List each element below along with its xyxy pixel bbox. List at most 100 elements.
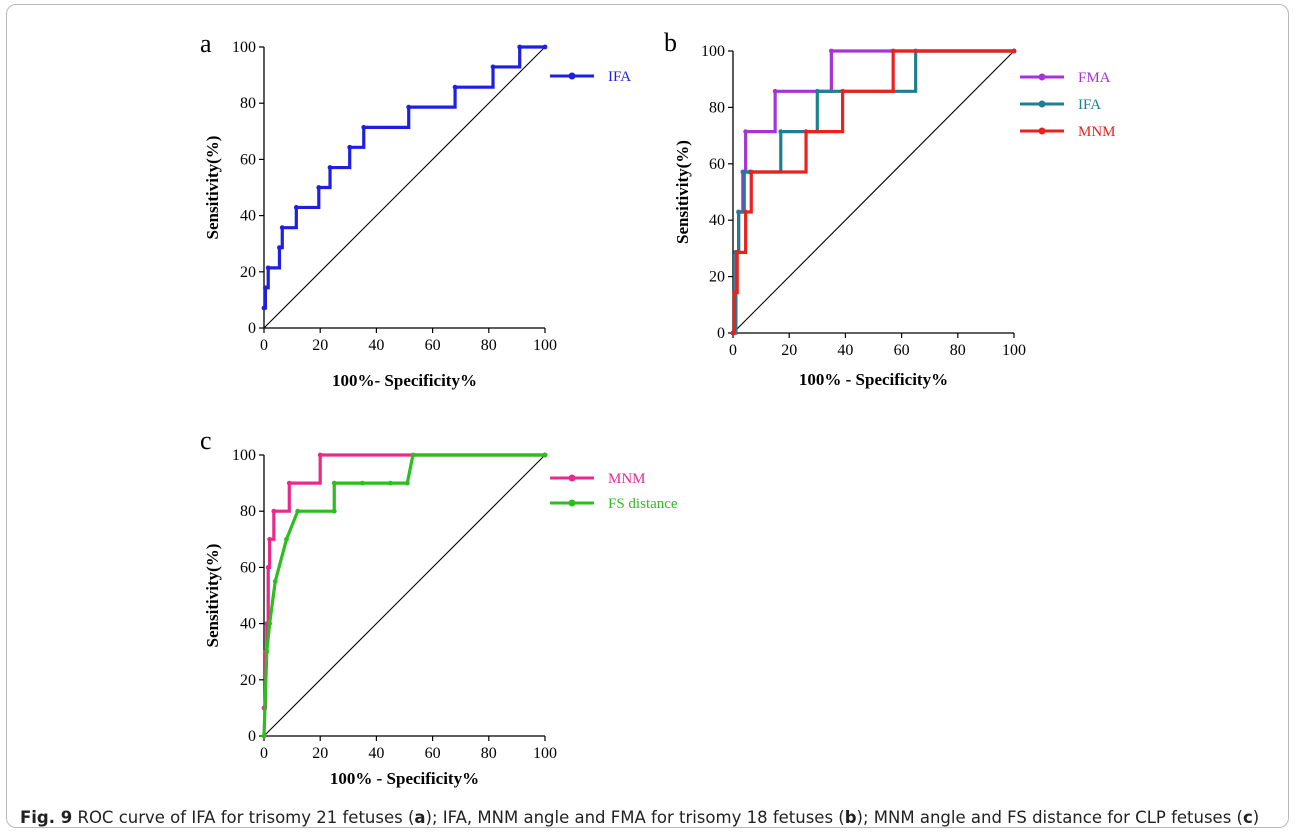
legend-item: IFA — [1020, 97, 1101, 113]
data-point — [316, 185, 322, 190]
caption-segment: c — [1243, 808, 1253, 827]
legend-marker — [568, 499, 576, 507]
data-point — [361, 124, 367, 130]
data-point — [286, 480, 292, 486]
y-tick-label: 0 — [248, 728, 256, 745]
legend-label: IFA — [608, 69, 631, 85]
y-tick-label: 0 — [248, 320, 256, 337]
data-point — [778, 129, 784, 135]
data-point — [490, 64, 496, 70]
series-line — [263, 453, 545, 710]
data-point — [267, 536, 273, 542]
figure-frame — [6, 4, 1289, 828]
data-point — [452, 84, 458, 90]
data-point — [265, 265, 271, 271]
legend-marker — [1038, 73, 1046, 81]
y-tick-label: 20 — [709, 269, 725, 286]
caption-text: ROC curve of IFA for trisomy 21 fetuses … — [77, 808, 1259, 827]
x-tick-label: 80 — [481, 745, 497, 762]
data-point — [734, 249, 740, 255]
series-ifa — [261, 44, 548, 311]
x-tick-label: 0 — [260, 745, 268, 762]
x-tick-label: 0 — [260, 337, 268, 354]
x-tick-label: 100 — [533, 337, 557, 354]
x-tick-label: 20 — [312, 337, 328, 354]
data-point — [410, 452, 416, 458]
data-point — [814, 88, 820, 94]
legend-marker — [1038, 127, 1046, 135]
x-tick-label: 20 — [312, 745, 328, 762]
caption-segment: ); IFA, MNM angle and FMA for trisomy 18… — [425, 808, 845, 827]
data-point — [743, 129, 749, 135]
x-tick-label: 60 — [425, 745, 441, 762]
data-point — [890, 48, 896, 54]
data-point — [1011, 48, 1017, 54]
y-tick-label: 100 — [232, 447, 256, 464]
legend-item: FS distance — [550, 496, 678, 512]
series-mnm — [261, 452, 548, 711]
data-point — [743, 209, 749, 215]
data-point — [542, 44, 548, 50]
x-tick-label: 20 — [781, 342, 797, 359]
y-tick-label: 60 — [240, 559, 256, 576]
y-tick-label: 40 — [240, 616, 256, 633]
series-fs-distance — [261, 452, 548, 739]
legend-item: MNM — [550, 471, 646, 487]
chart-panel-b: b 0 20 40 60 80 100 0 20 40 60 80 100 100% - Specific… — [664, 28, 1116, 389]
data-point — [277, 245, 282, 251]
data-point — [261, 733, 267, 739]
data-point — [295, 508, 301, 514]
y-tick-label: 40 — [709, 212, 725, 229]
data-point — [406, 104, 412, 110]
caption-segment: ) — [1252, 808, 1260, 827]
data-point — [331, 508, 337, 514]
data-point — [732, 290, 737, 296]
data-point — [542, 452, 548, 458]
data-point — [264, 649, 270, 655]
series-line — [263, 45, 545, 310]
caption-segment: ROC curve of IFA for trisomy 21 fetuses … — [77, 808, 415, 827]
y-tick-label: 100 — [701, 43, 725, 60]
x-tick-label: 100 — [533, 745, 557, 762]
x-tick-label: 80 — [950, 342, 966, 359]
data-point — [265, 565, 271, 570]
x-axis-label: 100% - Specificity% — [330, 769, 479, 788]
caption-label: Fig. 9 — [20, 808, 73, 827]
chart-panel-c: c 0 20 40 60 80 100 0 20 40 60 80 100 100% - Specific… — [200, 426, 678, 788]
reference-line — [263, 46, 546, 329]
x-axis-label: 100% - Specificity% — [799, 370, 948, 389]
legend-label: IFA — [1078, 97, 1101, 113]
x-tick-label: 0 — [729, 342, 737, 359]
legend-item: MNM — [1020, 124, 1116, 140]
y-axis-label: Sensitivity(%) — [203, 544, 222, 648]
data-point — [840, 88, 845, 94]
legend-item: IFA — [550, 69, 631, 85]
data-point — [284, 536, 289, 542]
chart-panel-a: a 0 20 40 60 80 100 0 20 40 60 80 100 100%- Specifici… — [200, 29, 631, 390]
legend-marker — [568, 72, 576, 80]
y-axis-label: Sensitivity(%) — [203, 136, 222, 240]
x-tick-label: 60 — [894, 342, 910, 359]
caption-segment: ); MNM angle and FS distance for CLP fet… — [856, 808, 1243, 827]
reference-line — [732, 50, 1015, 334]
x-tick-label: 80 — [481, 337, 497, 354]
data-point — [331, 480, 337, 486]
data-point — [263, 285, 268, 291]
data-point — [736, 209, 742, 215]
y-tick-label: 80 — [709, 99, 725, 116]
x-tick-label: 40 — [837, 342, 853, 359]
reference-line — [263, 454, 546, 737]
data-point — [748, 169, 754, 175]
y-tick-label: 0 — [717, 325, 725, 342]
data-point — [272, 579, 278, 584]
caption-segment: a — [414, 808, 426, 827]
y-tick-label: 20 — [240, 672, 256, 689]
data-point — [267, 621, 273, 626]
data-point — [293, 205, 299, 210]
x-tick-label: 40 — [368, 745, 384, 762]
x-tick-label: 100 — [1002, 342, 1026, 359]
legend-label: MNM — [608, 471, 646, 487]
data-point — [359, 480, 365, 486]
x-tick-label: 60 — [425, 337, 441, 354]
